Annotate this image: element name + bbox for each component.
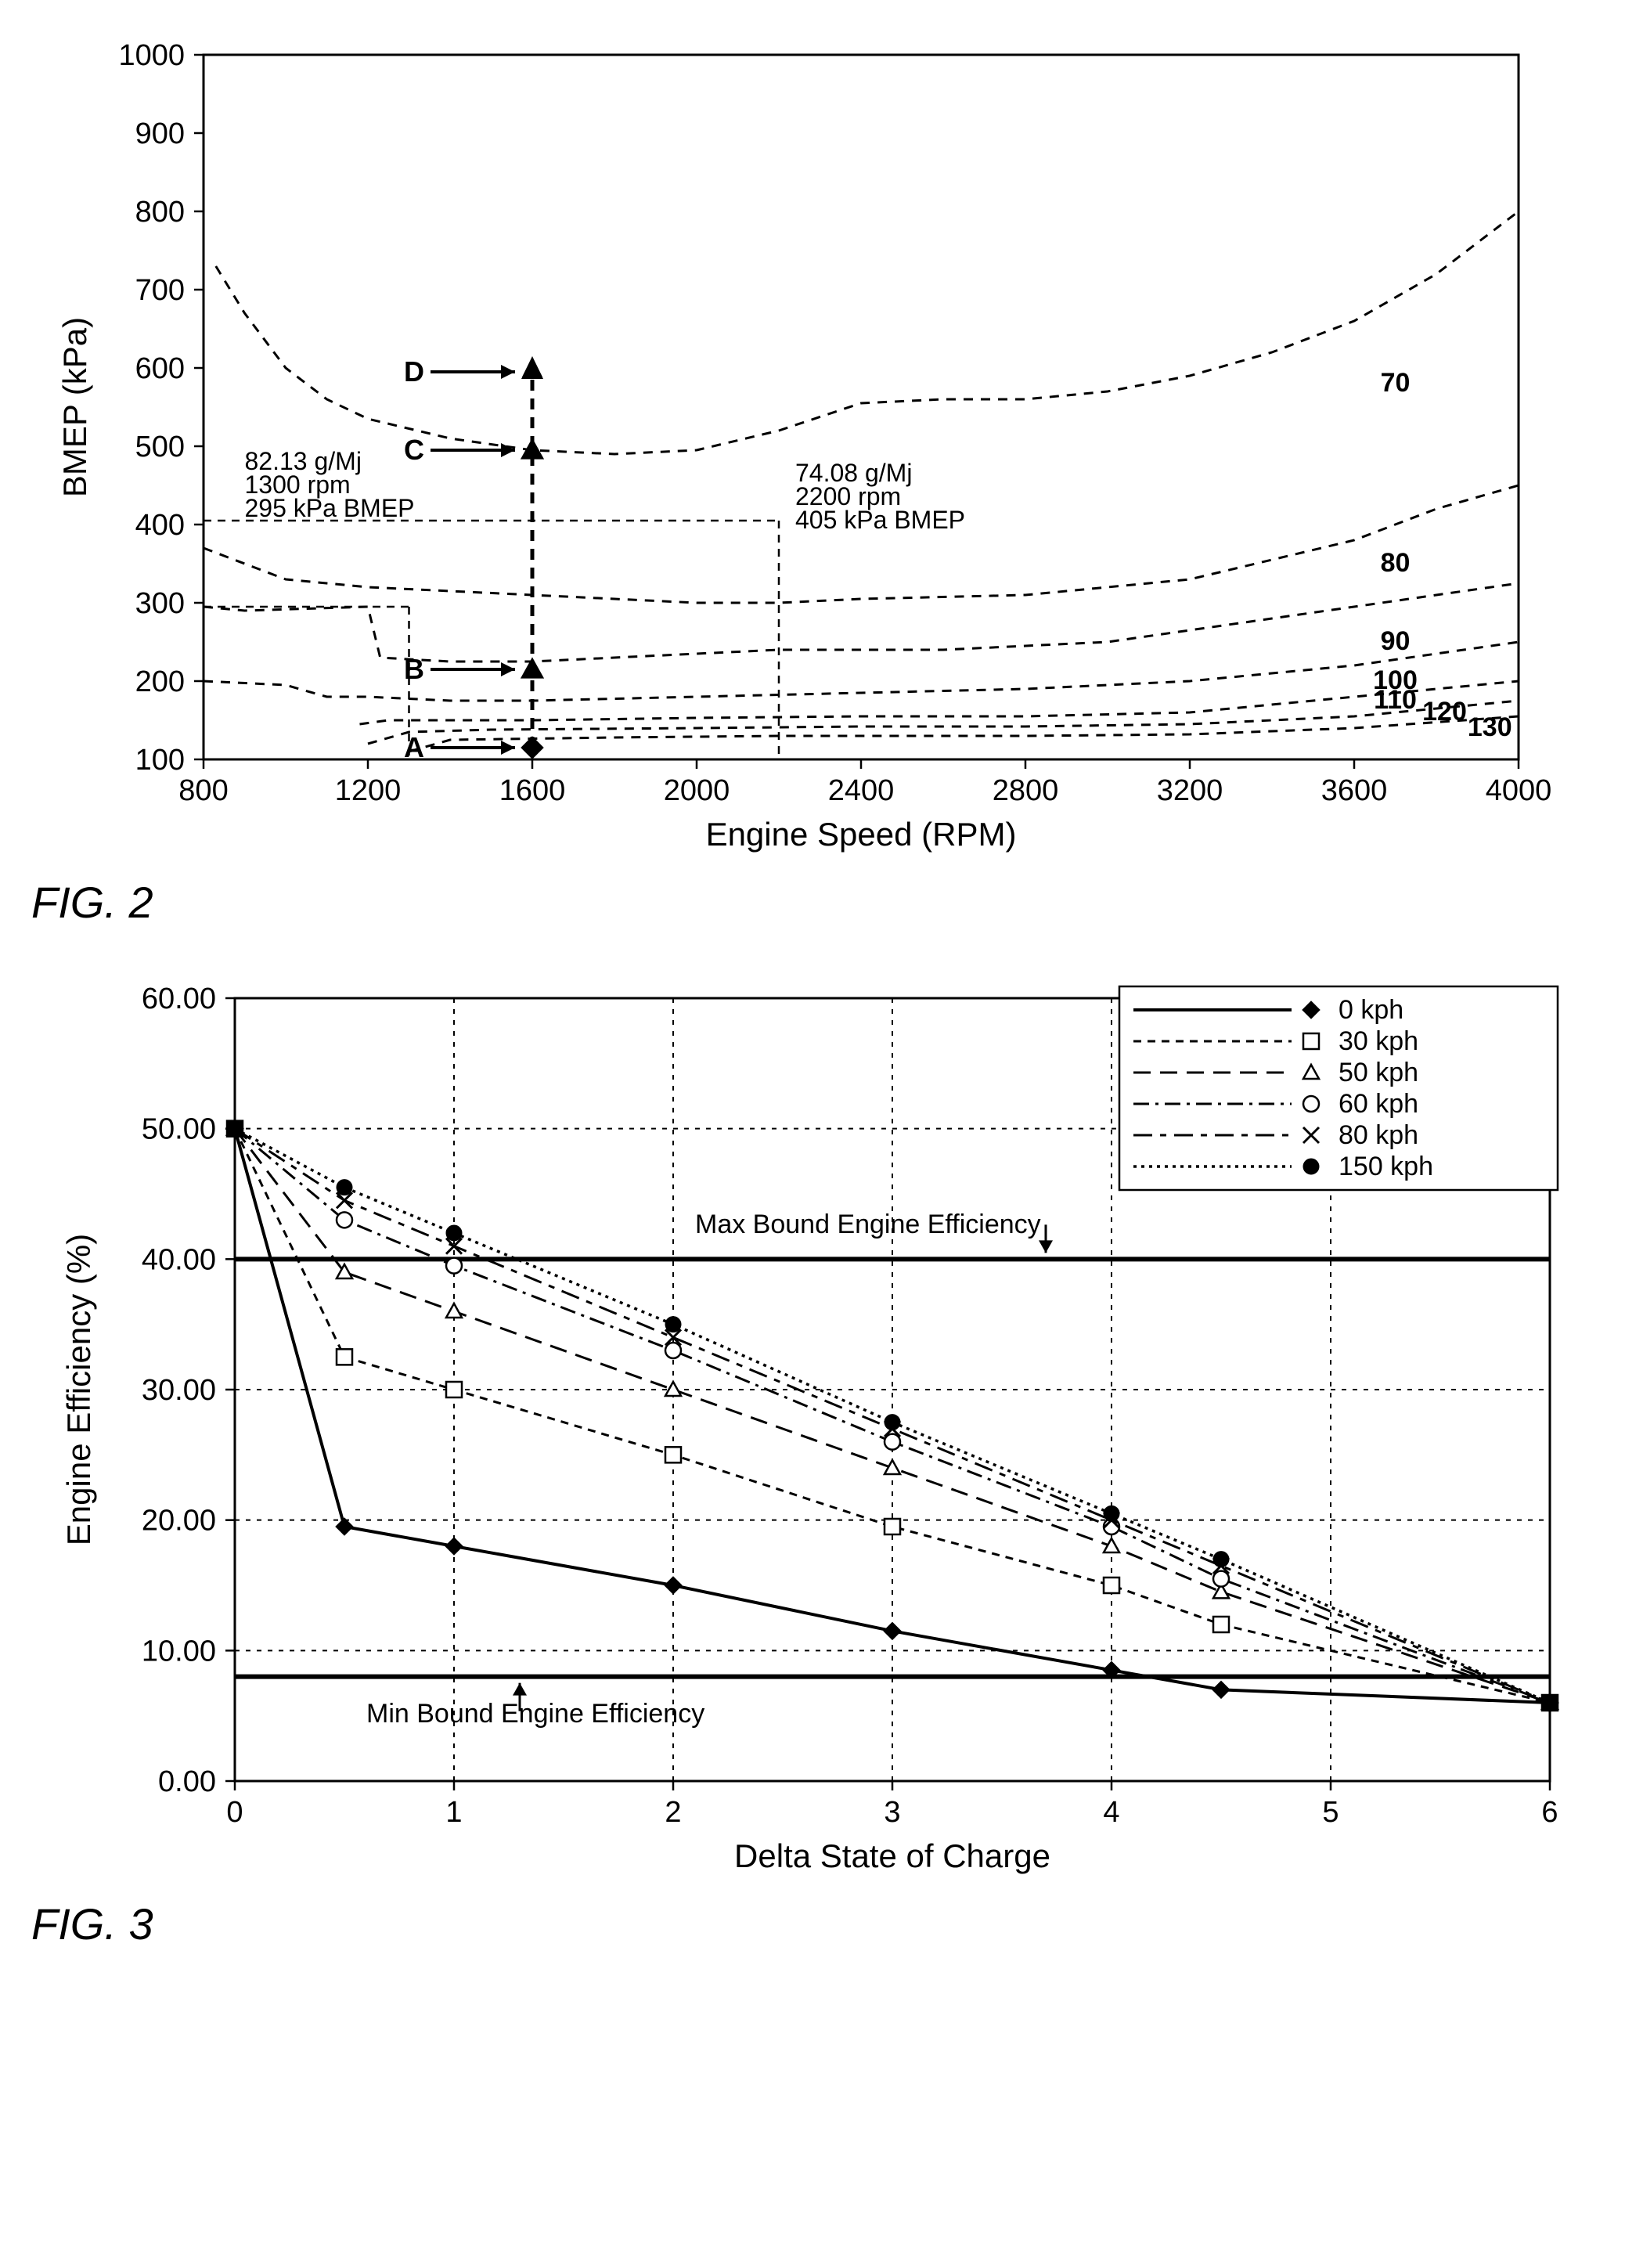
svg-text:B: B: [404, 653, 424, 685]
svg-text:6: 6: [1541, 1796, 1558, 1829]
svg-text:1: 1: [445, 1796, 462, 1829]
svg-text:2800: 2800: [993, 774, 1059, 807]
svg-text:1200: 1200: [335, 774, 402, 807]
svg-text:5: 5: [1322, 1796, 1339, 1829]
svg-text:30 kph: 30 kph: [1339, 1026, 1418, 1056]
svg-text:40.00: 40.00: [142, 1243, 216, 1276]
svg-text:Min Bound Engine Efficiency: Min Bound Engine Efficiency: [366, 1699, 704, 1729]
svg-text:0 kph: 0 kph: [1339, 995, 1403, 1025]
fig3-title: FIG. 3: [31, 1898, 1594, 1949]
svg-text:700: 700: [135, 274, 185, 307]
svg-text:150 kph: 150 kph: [1339, 1152, 1433, 1181]
svg-text:2: 2: [665, 1796, 681, 1829]
svg-text:C: C: [404, 434, 424, 466]
svg-text:Max Bound Engine Efficiency: Max Bound Engine Efficiency: [695, 1210, 1041, 1239]
svg-text:900: 900: [135, 117, 185, 150]
svg-text:295 kPa BMEP: 295 kPa BMEP: [245, 494, 415, 522]
svg-text:80: 80: [1381, 548, 1411, 578]
svg-text:D: D: [404, 355, 424, 388]
svg-text:Engine Speed (RPM): Engine Speed (RPM): [706, 816, 1017, 853]
svg-text:BMEP (kPa): BMEP (kPa): [56, 317, 93, 497]
svg-text:20.00: 20.00: [142, 1505, 216, 1538]
svg-text:600: 600: [135, 352, 185, 385]
svg-text:Engine Efficiency (%): Engine Efficiency (%): [60, 1234, 97, 1545]
fig3-plot-area: 01234560.0010.0020.0030.0040.0050.0060.0…: [31, 975, 1597, 1883]
svg-text:30.00: 30.00: [142, 1374, 216, 1407]
svg-text:100: 100: [135, 744, 185, 777]
svg-text:90: 90: [1381, 626, 1411, 656]
svg-text:10.00: 10.00: [142, 1635, 216, 1668]
svg-text:800: 800: [178, 774, 228, 807]
svg-text:Delta State of Charge: Delta State of Charge: [734, 1837, 1050, 1874]
svg-text:0.00: 0.00: [158, 1765, 216, 1798]
svg-text:50 kph: 50 kph: [1339, 1058, 1418, 1087]
svg-text:60 kph: 60 kph: [1339, 1089, 1418, 1119]
svg-text:3200: 3200: [1157, 774, 1223, 807]
svg-text:3: 3: [884, 1796, 900, 1829]
svg-text:130: 130: [1468, 712, 1512, 742]
svg-text:800: 800: [135, 196, 185, 229]
fig2-title: FIG. 2: [31, 877, 1594, 928]
fig3-chart: 01234560.0010.0020.0030.0040.0050.0060.0…: [31, 975, 1594, 1949]
svg-text:110: 110: [1374, 685, 1417, 715]
svg-text:4: 4: [1103, 1796, 1119, 1829]
svg-text:A: A: [404, 731, 424, 763]
svg-text:4000: 4000: [1486, 774, 1552, 807]
svg-text:1000: 1000: [118, 39, 185, 72]
svg-text:405 kPa BMEP: 405 kPa BMEP: [795, 506, 965, 534]
svg-text:200: 200: [135, 665, 185, 698]
svg-text:1600: 1600: [499, 774, 566, 807]
fig2-plot-area: 800 1200 1600 2000 2400 2800 3200 3600 4000 100 20…: [31, 31, 1566, 861]
svg-text:2400: 2400: [828, 774, 895, 807]
svg-text:70: 70: [1381, 368, 1411, 398]
svg-text:60.00: 60.00: [142, 983, 216, 1015]
svg-text:80 kph: 80 kph: [1339, 1120, 1418, 1150]
svg-text:300: 300: [135, 587, 185, 620]
svg-text:500: 500: [135, 431, 185, 463]
svg-text:3600: 3600: [1321, 774, 1388, 807]
svg-text:400: 400: [135, 509, 185, 542]
svg-text:50.00: 50.00: [142, 1113, 216, 1146]
svg-text:0: 0: [226, 1796, 243, 1829]
fig2-chart: 800 1200 1600 2000 2400 2800 3200 3600 4000 100 20…: [31, 31, 1594, 928]
svg-text:2000: 2000: [664, 774, 730, 807]
